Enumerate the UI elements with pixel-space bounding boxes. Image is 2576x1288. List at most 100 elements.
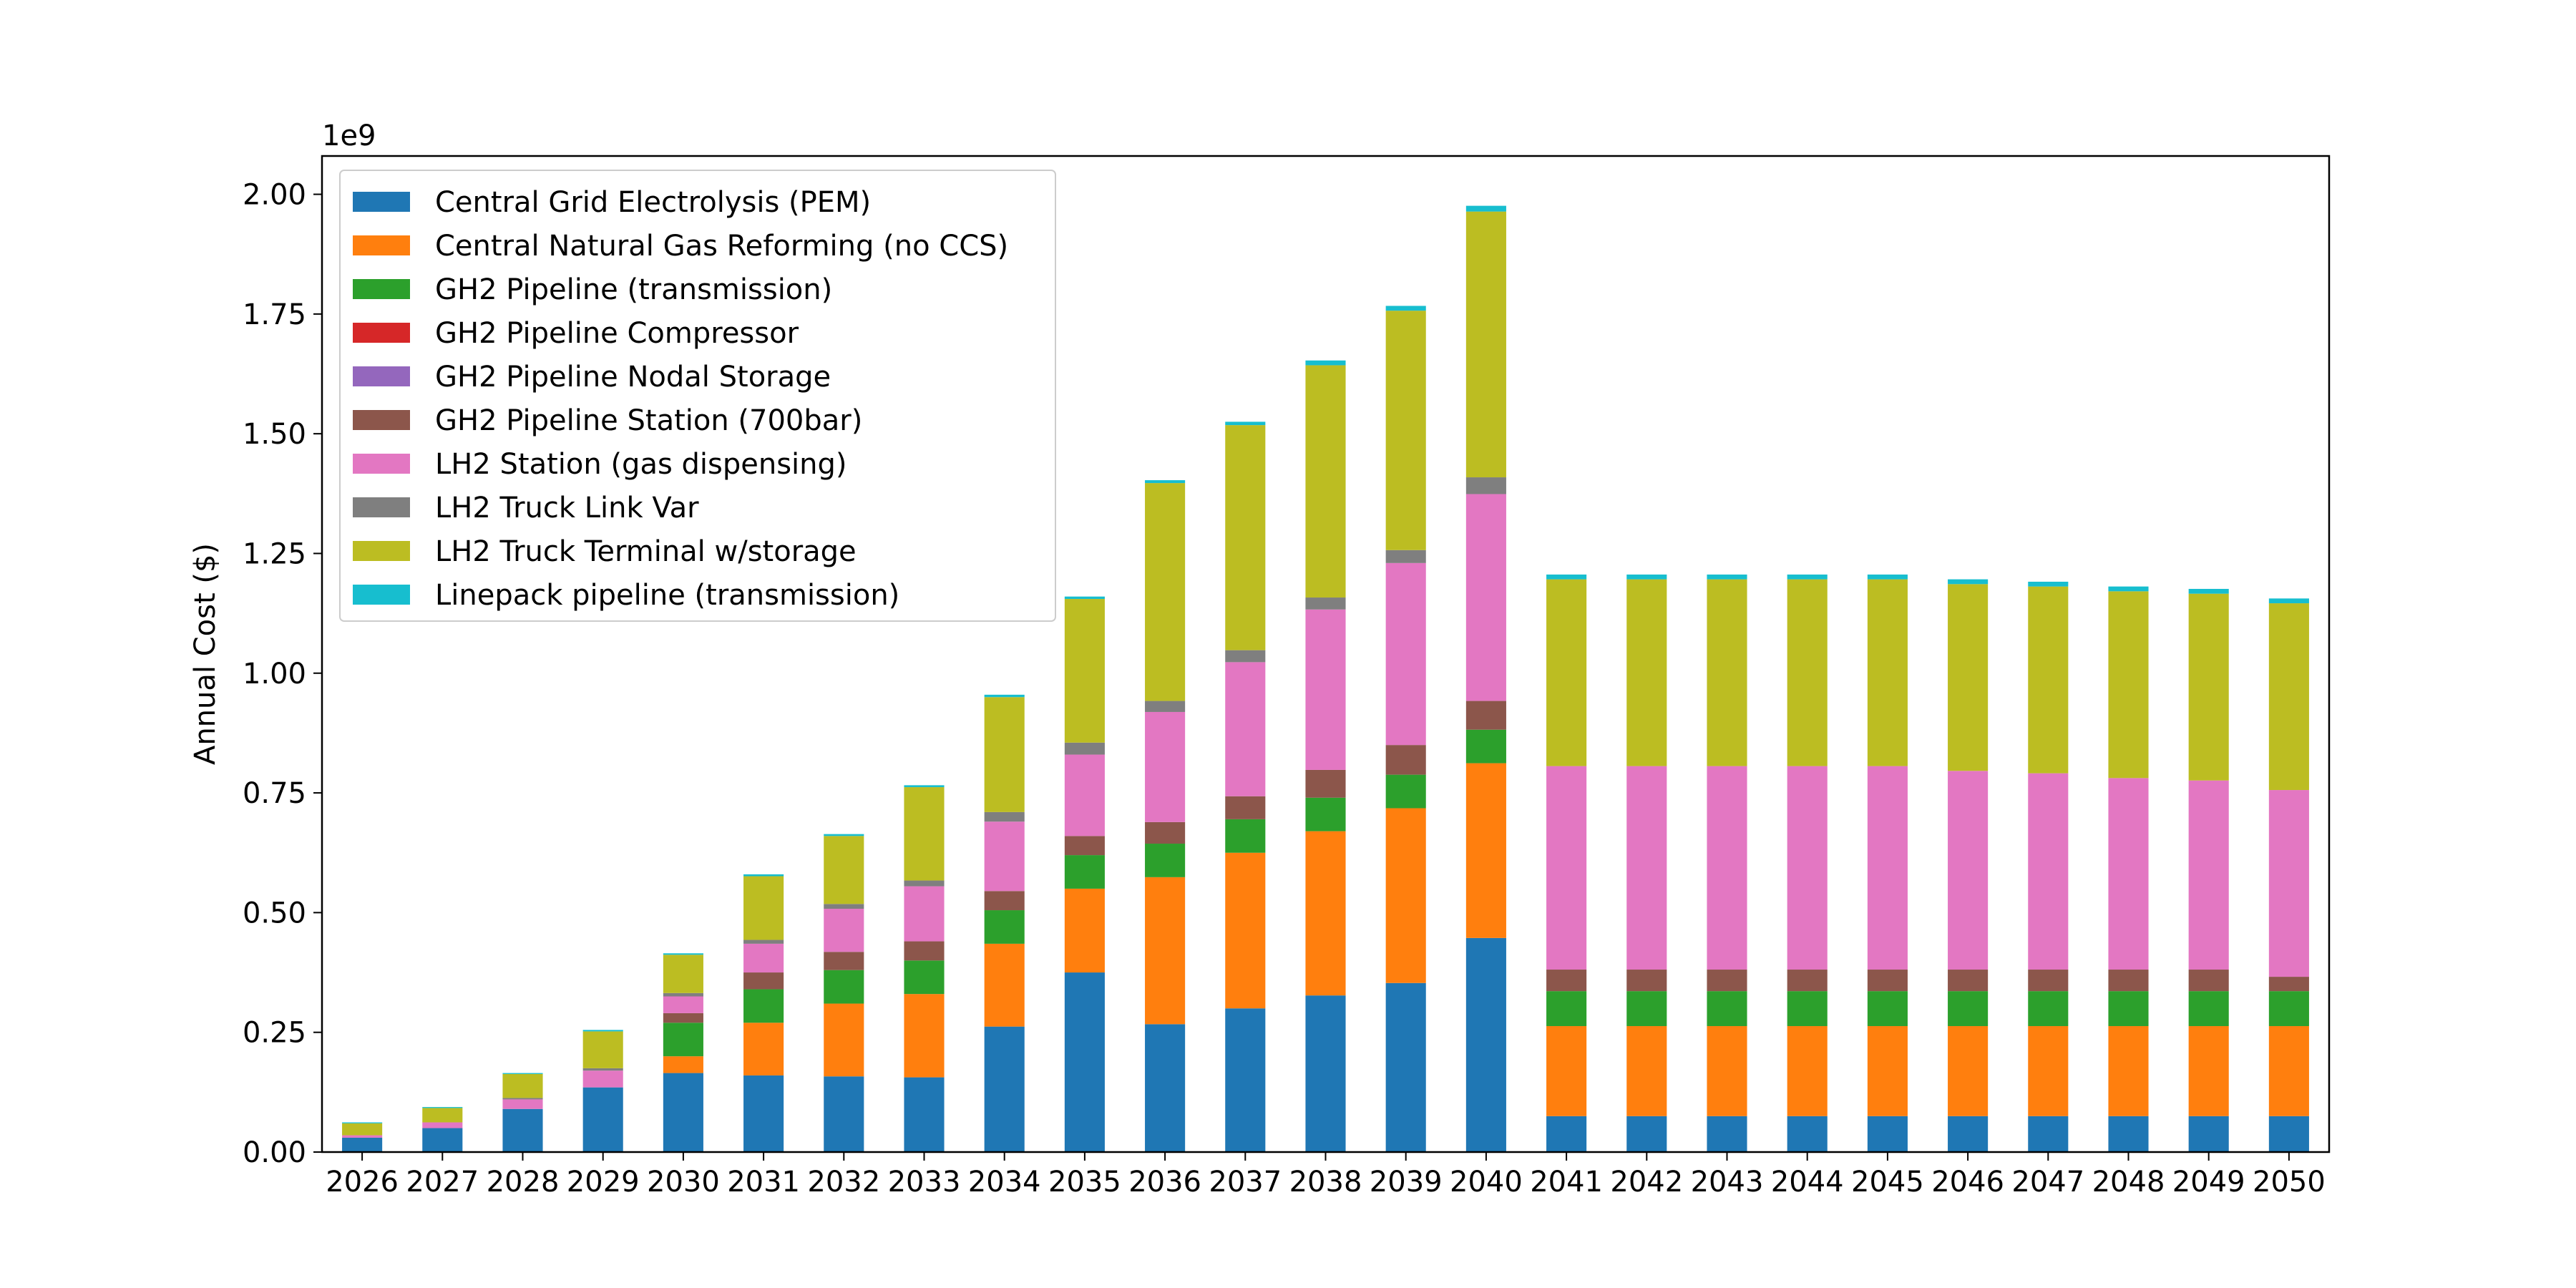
bar-segment-2039-series-0 — [1385, 982, 1426, 1152]
bar-segment-2033-series-8 — [904, 787, 945, 881]
bar-segment-2026-series-8 — [342, 1123, 383, 1136]
bar-segment-2035-series-5 — [1064, 836, 1105, 856]
bar-segment-2027-series-9 — [422, 1107, 463, 1108]
bar-segment-2039-series-6 — [1385, 562, 1426, 746]
x-tick-label: 2038 — [1289, 1166, 1362, 1199]
bar-segment-2037-series-0 — [1225, 1008, 1266, 1152]
bar-segment-2034-series-1 — [984, 943, 1025, 1027]
bar-segment-2031-series-2 — [743, 989, 784, 1023]
bar-segment-2038-series-6 — [1305, 609, 1346, 770]
bar-segment-2036-series-5 — [1145, 821, 1186, 844]
bar-segment-2030-series-0 — [663, 1073, 703, 1152]
bar-segment-2027-series-0 — [422, 1128, 463, 1152]
bar-segment-2030-series-9 — [663, 953, 703, 955]
legend-entry-label: Central Grid Electrolysis (PEM) — [435, 186, 871, 219]
bar-segment-2045-series-0 — [1867, 1116, 1908, 1152]
x-tick-label: 2041 — [1530, 1166, 1603, 1199]
bar-segment-2044-series-8 — [1787, 579, 1828, 766]
bar-segment-2045-series-5 — [1867, 970, 1908, 992]
bar-segment-2050-series-9 — [2268, 598, 2309, 604]
y-tick-label: 1.00 — [243, 658, 306, 691]
y-axis-label: Annual Cost ($) — [189, 543, 222, 765]
bar-segment-2048-series-0 — [2108, 1116, 2149, 1152]
legend-swatch — [353, 585, 410, 605]
bar-segment-2033-series-5 — [904, 941, 945, 961]
bar-segment-2049-series-8 — [2188, 593, 2229, 781]
bar-segment-2031-series-6 — [743, 943, 784, 973]
bar-segment-2042-series-8 — [1626, 579, 1667, 766]
bar-segment-2034-series-8 — [984, 697, 1025, 812]
bar-segment-2040-series-0 — [1465, 937, 1506, 1152]
bar-segment-2034-series-2 — [984, 910, 1025, 944]
x-tick-label: 2030 — [647, 1166, 720, 1199]
bar-segment-2047-series-8 — [2028, 586, 2069, 774]
bar-segment-2047-series-5 — [2028, 970, 2069, 992]
y-tick-label: 0.00 — [243, 1136, 306, 1169]
bar-segment-2026-series-6 — [342, 1135, 383, 1138]
bar-segment-2041-series-8 — [1546, 579, 1587, 766]
bar-segment-2043-series-0 — [1707, 1116, 1747, 1152]
bar-segment-2050-series-1 — [2268, 1025, 2309, 1116]
bar-segment-2039-series-7 — [1385, 550, 1426, 563]
bar-segment-2040-series-5 — [1465, 701, 1506, 730]
y-tick-label: 1.25 — [243, 537, 306, 570]
bar-segment-2037-series-2 — [1225, 819, 1266, 853]
bar-segment-2045-series-8 — [1867, 579, 1908, 766]
bar-segment-2047-series-1 — [2028, 1025, 2069, 1116]
bar-segment-2037-series-5 — [1225, 796, 1266, 819]
bar-segment-2043-series-5 — [1707, 970, 1747, 992]
legend-swatch — [353, 323, 410, 343]
bar-segment-2032-series-0 — [824, 1076, 864, 1152]
bar-segment-2038-series-2 — [1305, 797, 1346, 831]
bar-segment-2031-series-5 — [743, 972, 784, 990]
bar-segment-2050-series-2 — [2268, 991, 2309, 1026]
bar-segment-2044-series-0 — [1787, 1116, 1828, 1152]
bar-segment-2046-series-8 — [1948, 584, 1989, 771]
bar-segment-2029-series-8 — [582, 1031, 623, 1068]
bar-segment-2040-series-9 — [1465, 205, 1506, 212]
bar-segment-2039-series-1 — [1385, 808, 1426, 983]
bar-segment-2032-series-5 — [824, 952, 864, 970]
bar-segment-2033-series-6 — [904, 886, 945, 942]
bar-segment-2049-series-2 — [2188, 991, 2229, 1026]
x-tick-label: 2050 — [2253, 1166, 2326, 1199]
bar-segment-2040-series-6 — [1465, 494, 1506, 701]
bar-segment-2032-series-8 — [824, 836, 864, 904]
bar-segment-2048-series-6 — [2108, 778, 2149, 970]
bar-segment-2049-series-1 — [2188, 1025, 2229, 1116]
bar-segment-2041-series-6 — [1546, 766, 1587, 970]
bar-segment-2028-series-8 — [502, 1073, 543, 1098]
bar-segment-2037-series-6 — [1225, 662, 1266, 796]
bar-segment-2035-series-9 — [1064, 596, 1105, 600]
bar-segment-2036-series-9 — [1145, 480, 1186, 484]
bar-segment-2036-series-7 — [1145, 701, 1186, 712]
bar-segment-2037-series-1 — [1225, 852, 1266, 1009]
legend-swatch — [353, 235, 410, 255]
bar-segment-2045-series-6 — [1867, 766, 1908, 970]
bar-segment-2037-series-9 — [1225, 421, 1266, 426]
bar-segment-2039-series-2 — [1385, 774, 1426, 809]
x-tick-label: 2044 — [1771, 1166, 1844, 1199]
bar-segment-2028-series-6 — [502, 1099, 543, 1109]
y-tick-label: 0.50 — [243, 897, 306, 930]
bar-segment-2043-series-1 — [1707, 1025, 1747, 1116]
bar-segment-2049-series-9 — [2188, 588, 2229, 594]
bar-segment-2027-series-8 — [422, 1108, 463, 1123]
bar-segment-2042-series-0 — [1626, 1116, 1667, 1152]
bar-segment-2036-series-8 — [1145, 483, 1186, 701]
bar-segment-2028-series-9 — [502, 1073, 543, 1074]
y-tick-label: 1.50 — [243, 418, 306, 451]
legend-swatch — [353, 497, 410, 517]
bar-segment-2040-series-7 — [1465, 477, 1506, 494]
bar-segment-2040-series-2 — [1465, 729, 1506, 763]
bar-segment-2035-series-2 — [1064, 855, 1105, 889]
bar-segment-2046-series-0 — [1948, 1116, 1989, 1152]
bars-group — [342, 205, 2309, 1152]
bar-segment-2044-series-6 — [1787, 766, 1828, 970]
bar-segment-2033-series-2 — [904, 960, 945, 995]
bar-segment-2036-series-1 — [1145, 877, 1186, 1025]
bar-segment-2032-series-7 — [824, 904, 864, 909]
bar-segment-2047-series-2 — [2028, 991, 2069, 1026]
bar-segment-2030-series-2 — [663, 1023, 703, 1057]
legend-frame — [339, 170, 1056, 622]
